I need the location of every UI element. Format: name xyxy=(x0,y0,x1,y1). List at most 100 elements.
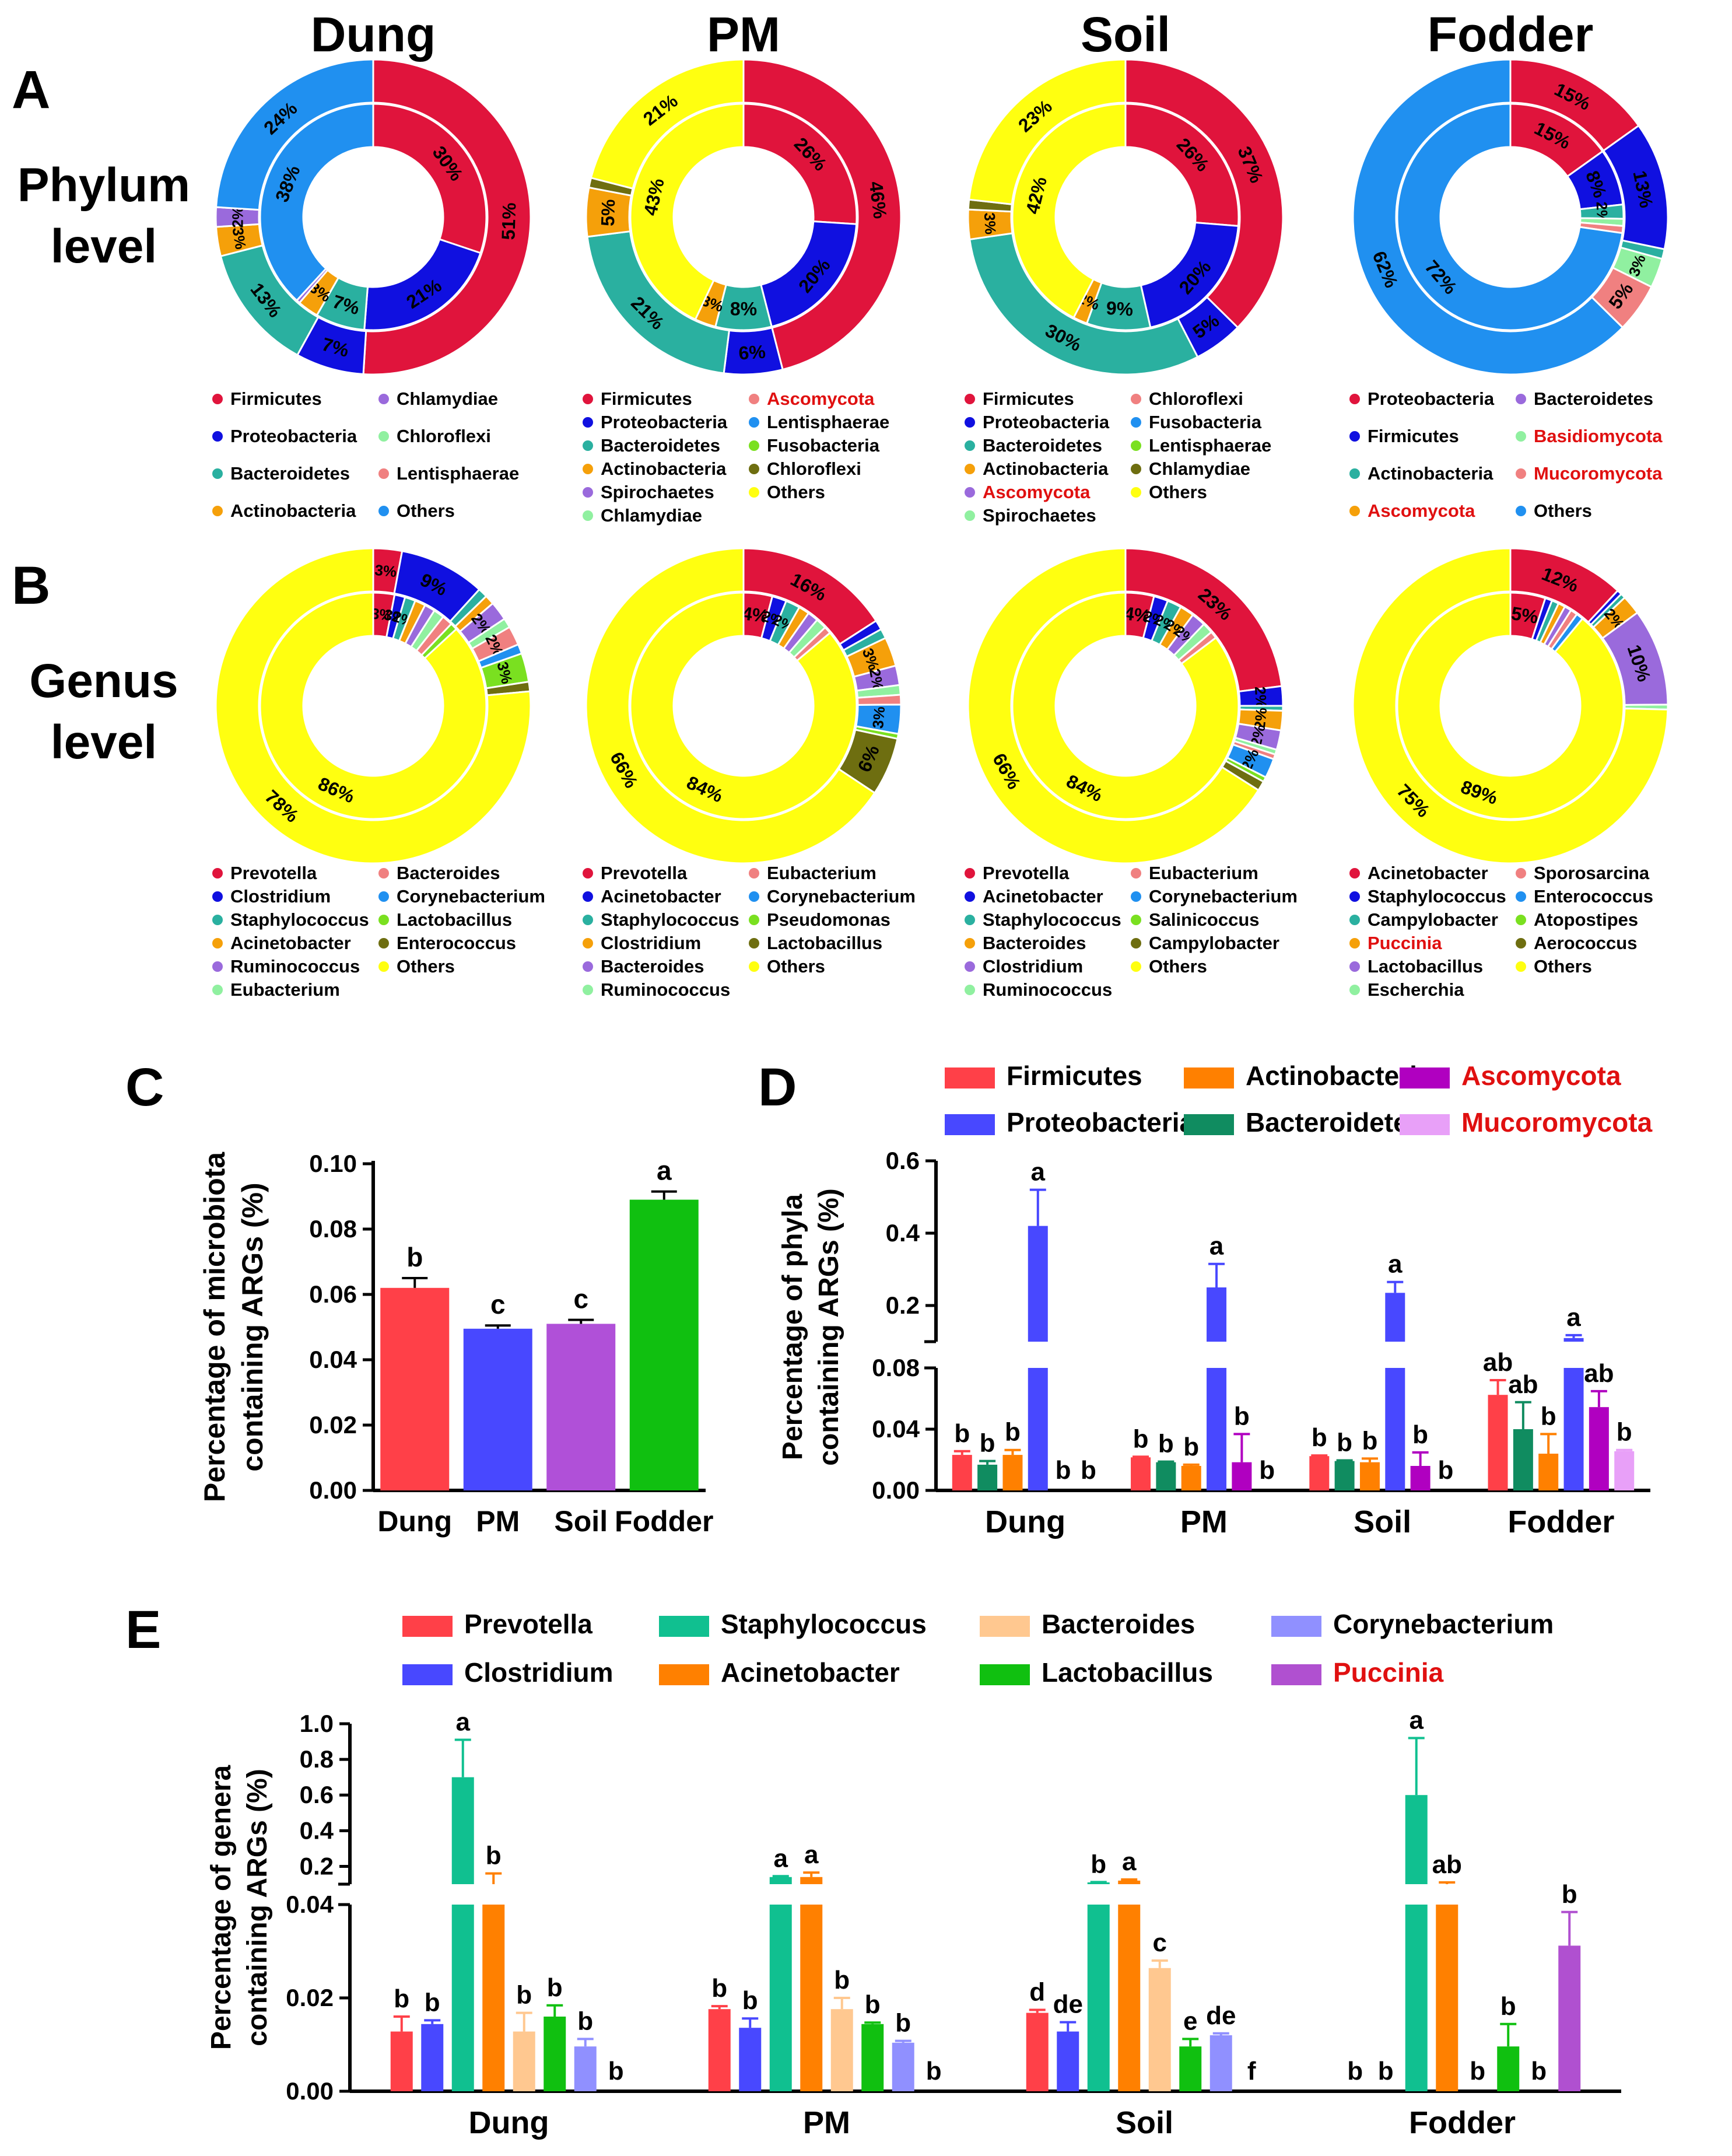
legend-label-others: Others xyxy=(397,501,455,521)
legend-swatch-corynebacterium xyxy=(1131,891,1141,902)
significance-letter: b xyxy=(711,1974,727,2003)
legend-swatch-actinobacteria xyxy=(1184,1068,1234,1088)
significance-letter: b xyxy=(425,1988,440,2017)
legend-swatch-lentisphaerae xyxy=(749,417,759,428)
significance-letter: f xyxy=(1247,2057,1256,2085)
outer-ring-dung-label: 3% xyxy=(229,226,250,250)
genus-donut-panel: 3% 9%2%2%3%78%3%3%2%86%PrevotellaClostrid… xyxy=(212,547,1669,1000)
bar-proteobacteria-soil xyxy=(1385,1368,1405,1490)
legend-swatch-others xyxy=(378,506,389,516)
legend-swatch-fusobacteria xyxy=(1131,417,1141,428)
significance-letter: ab xyxy=(1432,1850,1462,1879)
legend-swatch-firmicutes xyxy=(212,394,223,404)
bar-actinobacteria-soil xyxy=(1359,1462,1380,1490)
legend-swatch-firmicutes xyxy=(583,394,593,404)
significance-letter: b xyxy=(1438,1456,1454,1485)
legend-swatch-ascomycota xyxy=(965,487,975,498)
legend-label-lactobacillus: Lactobacillus xyxy=(1368,956,1483,977)
legend-swatch-lactobacillus xyxy=(378,915,389,925)
legend-label-fusobacteria: Fusobacteria xyxy=(767,435,880,456)
x-tick-label-pm: PM xyxy=(476,1505,520,1538)
row-label-genus: Genus xyxy=(29,654,178,708)
legend-swatch-firmicutes xyxy=(1349,431,1360,442)
significance-letter: a xyxy=(1031,1158,1046,1186)
bar-firmicutes-soil xyxy=(1309,1456,1330,1490)
legend-label-lentisphaerae: Lentisphaerae xyxy=(1149,435,1271,456)
legend-label-lactobacillus: Lactobacillus xyxy=(767,933,882,953)
legend-swatch-spirochaetes xyxy=(583,487,593,498)
y-tick-label: 0.6 xyxy=(886,1147,920,1174)
bar-bacteroidetes-fodder xyxy=(1513,1429,1533,1490)
bar-upper-staphylococcus-dung xyxy=(451,1777,474,1884)
legend-swatch-prevotella xyxy=(965,868,975,878)
legend-label-bacteroidetes: Bacteroidetes xyxy=(1246,1107,1423,1138)
legend-swatch-campylobacter xyxy=(1131,938,1141,949)
group-title-soil: Soil xyxy=(1081,7,1170,62)
legend-swatch-acinetobacter xyxy=(965,891,975,902)
bar-staphylococcus-soil xyxy=(1087,1905,1110,2091)
significance-letter: b xyxy=(1234,1402,1250,1430)
x-tick-label-soil: Soil xyxy=(1116,2105,1173,2140)
bar-mucoromycota-fodder xyxy=(1614,1451,1635,1490)
bar-clostridium-soil xyxy=(1057,2031,1079,2091)
significance-letter: b xyxy=(1056,1456,1071,1485)
y-tick-label: 0.02 xyxy=(309,1411,357,1438)
legend-swatch-campylobacter xyxy=(1349,915,1360,925)
panel-letter-a: A xyxy=(12,60,50,120)
legend-swatch-clostridium xyxy=(402,1664,453,1685)
legend-swatch-bacteroidetes xyxy=(965,440,975,451)
legend-swatch-proteobacteria xyxy=(1349,394,1360,404)
bar-corynebacterium-soil xyxy=(1209,2035,1232,2091)
significance-letter: b xyxy=(1531,2057,1547,2085)
bar-upper-proteobacteria-fodder xyxy=(1563,1338,1584,1342)
legend-swatch-clostridium xyxy=(212,891,223,902)
bar-bacteroidetes-dung xyxy=(977,1464,998,1490)
significance-letter: b xyxy=(394,1985,409,2013)
legend-swatch-fusobacteria xyxy=(749,440,759,451)
legend-label-eubacterium: Eubacterium xyxy=(1149,863,1258,883)
bar-pm xyxy=(463,1328,532,1490)
bar-acinetobacter-pm xyxy=(800,1905,823,2091)
bar-firmicutes-dung xyxy=(952,1455,972,1490)
legend-swatch-escherchia xyxy=(1349,985,1360,995)
significance-letter: a xyxy=(1410,1706,1424,1734)
legend-swatch-bacteroides xyxy=(583,961,593,972)
legend-label-bacteroides: Bacteroides xyxy=(601,956,704,977)
bar-proteobacteria-fodder xyxy=(1563,1368,1584,1490)
legend-swatch-proteobacteria xyxy=(945,1114,995,1135)
significance-letter: b xyxy=(834,1966,850,1994)
legend-label-others: Others xyxy=(767,956,825,977)
legend-label-bacteroidetes: Bacteroidetes xyxy=(601,435,720,456)
legend-swatch-chloroflexi xyxy=(749,464,759,474)
bar-acinetobacter-soil xyxy=(1118,1905,1141,2091)
legend-label-bacteroides: Bacteroides xyxy=(983,933,1086,953)
ring-separator xyxy=(258,102,489,332)
legend-swatch-staphylococcus xyxy=(965,915,975,925)
legend-label-ascomycota: Ascomycota xyxy=(767,388,875,409)
row-label-genus-level: level xyxy=(51,716,157,769)
legend-label-acinetobacter: Acinetobacter xyxy=(230,933,351,953)
significance-letter: a xyxy=(1388,1250,1403,1279)
legend-label-enterococcus: Enterococcus xyxy=(1534,886,1653,907)
outer-ring-pm-label: 6% xyxy=(738,341,766,364)
significance-letter: b xyxy=(742,1986,758,2015)
outer-ring-pm-label: 5% xyxy=(597,199,619,226)
legend-label-ascomycota: Ascomycota xyxy=(1461,1060,1621,1091)
legend-swatch-sporosarcina xyxy=(1516,868,1526,878)
significance-letter: b xyxy=(547,1973,563,2002)
legend-swatch-mucoromycota xyxy=(1516,468,1526,479)
bar-staphylococcus-dung xyxy=(451,1905,474,2091)
bar-upper-staphylococcus-pm xyxy=(769,1877,792,1884)
bar-actinobacteria-pm xyxy=(1181,1466,1201,1490)
bar-puccinia-fodder xyxy=(1558,1945,1581,2091)
legend-label-chloroflexi: Chloroflexi xyxy=(767,459,861,479)
ring-separator xyxy=(258,590,489,821)
legend-label-staphylococcus: Staphylococcus xyxy=(1368,886,1506,907)
y-tick-label: 0.04 xyxy=(309,1346,357,1373)
legend-label-mucoromycota: Mucoromycota xyxy=(1461,1107,1653,1138)
y-tick-label: 0.8 xyxy=(300,1745,334,1773)
legend-label-corynebacterium: Corynebacterium xyxy=(397,886,545,907)
bar-staphylococcus-fodder xyxy=(1405,1905,1428,2091)
legend-label-chloroflexi: Chloroflexi xyxy=(1149,388,1243,409)
